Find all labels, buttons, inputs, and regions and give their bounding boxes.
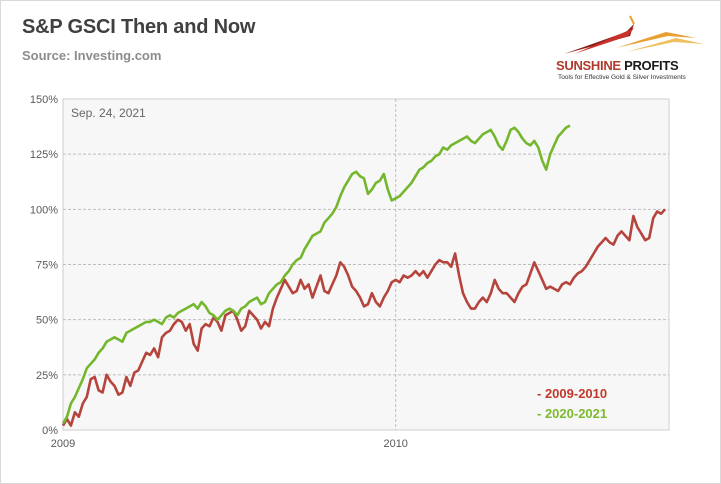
logo-swoosh-icon [564,15,704,54]
date-annotation: Sep. 24, 2021 [71,106,146,120]
y-tick-label: 25% [36,370,58,382]
series-lines [61,124,666,427]
chart-source: Source: Investing.com [22,48,162,63]
y-tick-label: 50% [36,315,58,327]
y-tick-label: 0% [42,425,58,437]
chart-title: S&P GSCI Then and Now [22,16,256,38]
logo-tagline: Tools for Effective Gold & Silver Invest… [558,74,686,81]
legend: - 2009-2010 - 2020-2021 [537,384,607,424]
series-line-2009-2010 [61,208,666,427]
y-tick-label: 100% [30,204,58,216]
y-tick-label: 125% [30,149,58,161]
x-tick-label: 2010 [383,438,407,450]
legend-item-2020-2021: - 2020-2021 [537,406,608,421]
legend-item-2009-2010: - 2009-2010 [537,386,608,401]
grid-lines [63,99,669,430]
logo-wordmark: SUNSHINE PROFITS [556,58,679,73]
y-tick-label: 75% [36,260,58,272]
x-tick-label: 2009 [51,438,75,450]
y-tick-label: 150% [30,94,58,106]
series-line-2020-2021 [61,124,571,425]
axis-labels: 0% 25% 50% 75% 100% 125% 150% 2009 2010 [30,94,408,450]
sunshine-profits-logo: SUNSHINE PROFITS Tools for Effective Gol… [556,14,706,86]
